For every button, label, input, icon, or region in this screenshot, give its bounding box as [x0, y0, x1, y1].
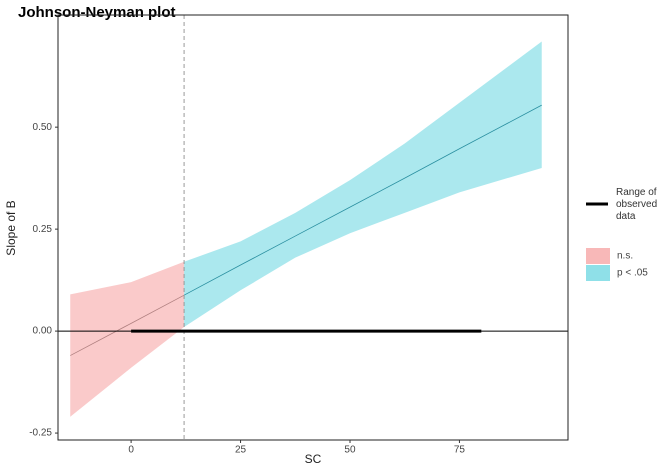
estimate-line [183, 104, 542, 296]
y-tick-label: 0.50 [33, 122, 53, 133]
x-axis-label: SC [305, 452, 322, 466]
x-tick-label: 0 [128, 445, 134, 456]
x-tick-label: 75 [454, 445, 466, 456]
legend-label: n.s. [617, 251, 633, 262]
legend-label: Range of observed data [616, 187, 658, 222]
confidence-band [184, 41, 542, 328]
legend-key [586, 248, 610, 264]
x-tick-label: 25 [235, 445, 247, 456]
estimate-line [70, 294, 185, 356]
y-tick-label: 0.25 [33, 224, 53, 235]
plot-border [57, 14, 569, 441]
confidence-band [70, 261, 185, 417]
y-axis-label: Slope of B [4, 200, 18, 255]
x-tick-label: 50 [344, 445, 356, 456]
legend-label: p < .05 [617, 268, 648, 279]
legend-key [586, 265, 610, 281]
y-tick-label: -0.25 [29, 428, 52, 439]
y-tick-label: 0.00 [33, 326, 53, 337]
chart-title: Johnson-Neyman plot [18, 4, 176, 21]
